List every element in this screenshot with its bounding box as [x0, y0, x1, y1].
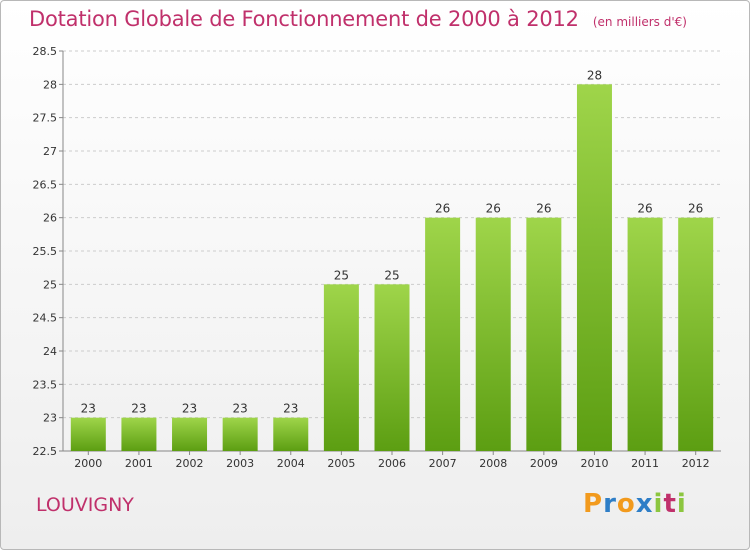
y-tick-label: 26 — [43, 212, 57, 225]
bar — [121, 417, 157, 451]
bar — [526, 217, 562, 451]
y-tick-label: 24 — [43, 345, 57, 358]
x-tick-label: 2003 — [226, 457, 254, 470]
y-tick-label: 27.5 — [33, 112, 58, 125]
bar — [70, 417, 106, 451]
y-tick-label: 23.5 — [33, 378, 58, 391]
x-tick-label: 2012 — [682, 457, 710, 470]
chart-title-text: Dotation Globale de Fonctionnement de 20… — [29, 7, 579, 31]
y-tick-label: 28 — [43, 78, 57, 91]
x-tick-label: 2005 — [327, 457, 355, 470]
bar — [576, 84, 612, 451]
data-label: 26 — [688, 202, 703, 216]
logo-letter: x — [635, 489, 654, 519]
bar — [273, 417, 309, 451]
data-label: 26 — [536, 202, 551, 216]
logo-letter: r — [603, 489, 617, 519]
data-label: 25 — [384, 268, 399, 282]
data-label: 26 — [637, 202, 652, 216]
data-label: 26 — [486, 202, 501, 216]
data-label: 26 — [435, 202, 450, 216]
data-label: 23 — [233, 402, 248, 416]
logo-letter: o — [616, 489, 636, 519]
logo-letter: i — [653, 489, 664, 519]
x-tick-label: 2007 — [429, 457, 457, 470]
bar — [475, 217, 511, 451]
x-tick-label: 2011 — [631, 457, 659, 470]
bar — [323, 284, 359, 451]
y-tick-label: 26.5 — [33, 178, 58, 191]
bar — [627, 217, 663, 451]
y-tick-label: 25 — [43, 278, 57, 291]
data-label: 25 — [334, 268, 349, 282]
chart-unit: (en milliers d'€) — [592, 15, 687, 29]
x-tick-label: 2009 — [530, 457, 558, 470]
y-tick-label: 23 — [43, 412, 57, 425]
logo-letter: t — [663, 489, 677, 519]
data-label: 23 — [131, 402, 146, 416]
x-tick-label: 2000 — [74, 457, 102, 470]
data-label: 23 — [81, 402, 96, 416]
y-tick-label: 22.5 — [33, 445, 58, 458]
x-tick-label: 2002 — [176, 457, 204, 470]
data-label: 23 — [182, 402, 197, 416]
y-tick-label: 28.5 — [33, 45, 58, 58]
bar — [172, 417, 208, 451]
commune-name: LOUVIGNY — [36, 494, 134, 516]
data-label: 28 — [587, 68, 602, 82]
proxiti-logo[interactable]: Proxiti — [583, 489, 687, 519]
logo-letter: P — [583, 489, 604, 519]
logo-letter: i — [676, 489, 687, 519]
data-label: 23 — [283, 402, 298, 416]
y-tick-label: 24.5 — [33, 312, 58, 325]
bar — [374, 284, 410, 451]
x-tick-label: 2008 — [479, 457, 507, 470]
bar — [425, 217, 461, 451]
y-tick-label: 25.5 — [33, 245, 58, 258]
x-tick-label: 2001 — [125, 457, 153, 470]
chart-title: Dotation Globale de Fonctionnement de 20… — [29, 7, 687, 31]
x-tick-label: 2004 — [277, 457, 305, 470]
x-tick-label: 2010 — [580, 457, 608, 470]
bar — [222, 417, 258, 451]
y-tick-label: 27 — [43, 145, 57, 158]
bar — [678, 217, 714, 451]
x-tick-label: 2006 — [378, 457, 406, 470]
